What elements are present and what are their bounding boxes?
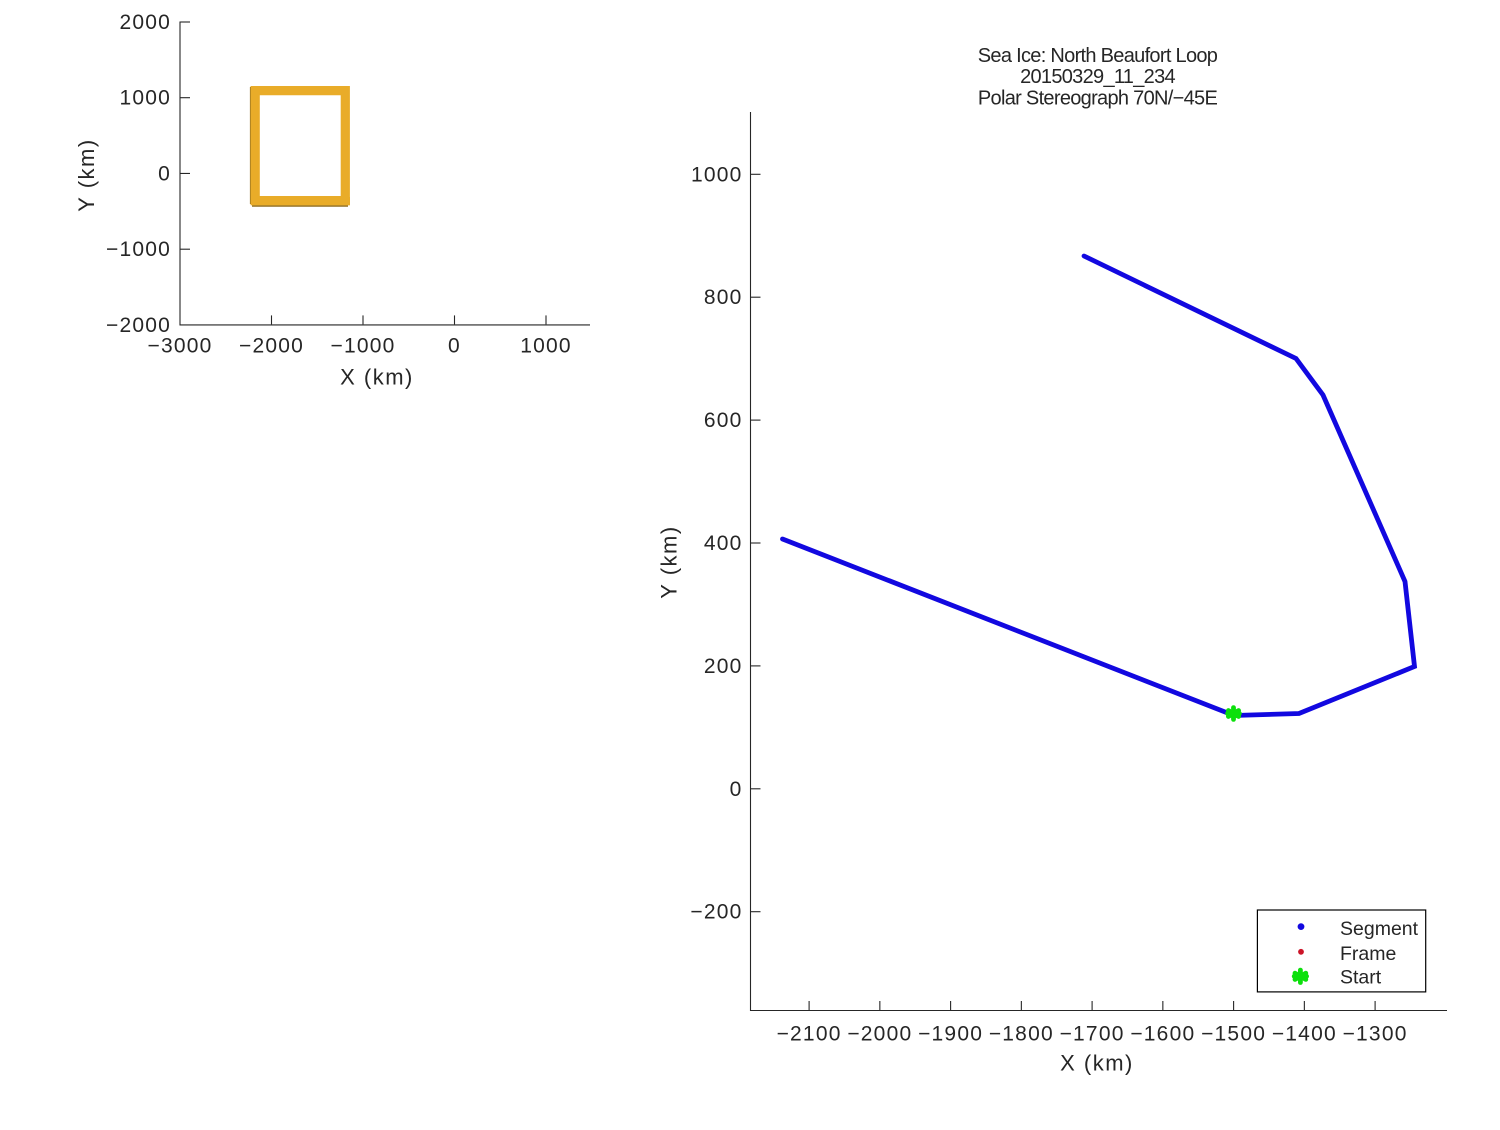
svg-text:Y (km): Y (km) — [74, 138, 99, 211]
svg-text:−1700: −1700 — [1060, 1023, 1125, 1046]
svg-text:Start: Start — [1340, 967, 1382, 989]
svg-text:0: 0 — [730, 778, 743, 801]
svg-text:−2000: −2000 — [239, 335, 304, 358]
svg-text:Segment: Segment — [1340, 918, 1419, 940]
svg-text:0: 0 — [448, 335, 461, 358]
svg-text:−1600: −1600 — [1130, 1023, 1195, 1046]
svg-text:−1500: −1500 — [1201, 1023, 1266, 1046]
svg-text:−3000: −3000 — [148, 335, 213, 358]
svg-text:X (km): X (km) — [1060, 1051, 1134, 1076]
svg-text:800: 800 — [704, 286, 743, 309]
svg-text:−1900: −1900 — [918, 1023, 983, 1046]
svg-text:600: 600 — [704, 409, 743, 432]
svg-text:2000: 2000 — [119, 11, 171, 34]
svg-text:−1400: −1400 — [1272, 1023, 1337, 1046]
svg-text:Sea Ice: North Beaufort Loop: Sea Ice: North Beaufort Loop — [978, 45, 1218, 67]
svg-text:Y (km): Y (km) — [657, 525, 682, 598]
svg-text:200: 200 — [704, 655, 743, 678]
svg-text:−200: −200 — [690, 901, 742, 924]
svg-text:−1300: −1300 — [1343, 1023, 1408, 1046]
svg-text:X (km): X (km) — [340, 365, 414, 390]
svg-text:−1000: −1000 — [106, 238, 171, 261]
svg-text:Polar Stereograph 70N/−45E: Polar Stereograph 70N/−45E — [978, 87, 1218, 109]
svg-text:−1800: −1800 — [989, 1023, 1054, 1046]
svg-text:Frame: Frame — [1340, 943, 1396, 965]
svg-text:−2100: −2100 — [777, 1023, 842, 1046]
svg-text:1000: 1000 — [691, 163, 743, 186]
svg-text:−2000: −2000 — [847, 1023, 912, 1046]
svg-text:400: 400 — [704, 532, 743, 555]
svg-text:1000: 1000 — [520, 335, 572, 358]
svg-text:−1000: −1000 — [331, 335, 396, 358]
svg-text:20150329_11_234: 20150329_11_234 — [1020, 66, 1175, 88]
svg-text:1000: 1000 — [119, 87, 171, 110]
svg-text:0: 0 — [158, 162, 171, 185]
svg-text:−2000: −2000 — [106, 314, 171, 337]
